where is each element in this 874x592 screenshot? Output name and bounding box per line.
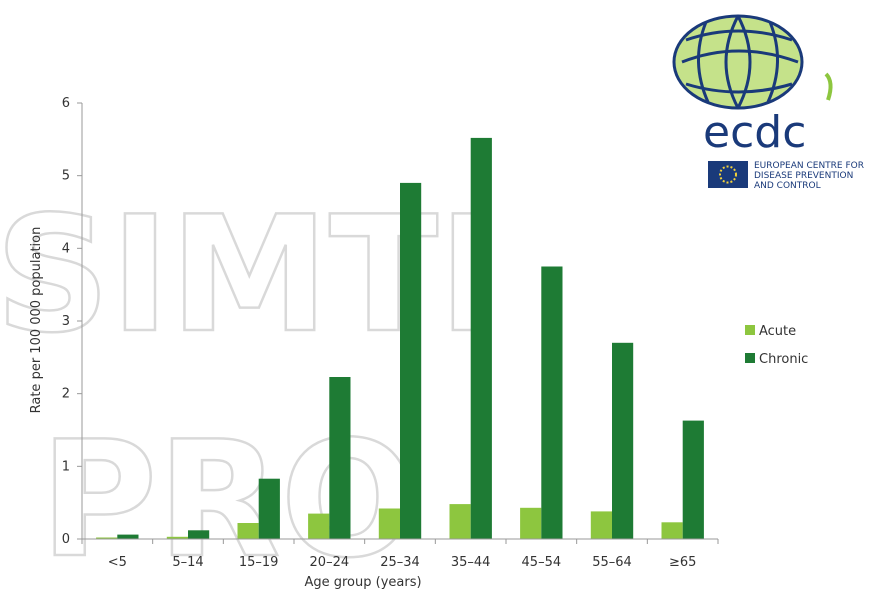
bar-chronic [541, 266, 563, 539]
y-tick-label: 2 [62, 387, 70, 402]
logo-text-line-1: EUROPEAN CENTRE FOR [754, 161, 864, 171]
legend: Acute Chronic [745, 324, 808, 367]
x-tick-label: 5–14 [172, 555, 203, 570]
bar-chronic [188, 530, 210, 539]
legend-swatch-chronic [745, 353, 755, 363]
bar-chronic [117, 534, 139, 539]
eu-flag-icon [708, 161, 748, 188]
x-tick-label: 45–54 [522, 555, 562, 570]
bars [96, 137, 704, 539]
y-axis: 0 1 2 3 4 5 6 [62, 96, 83, 547]
bar-acute [237, 523, 259, 539]
x-tick-label: 35–44 [451, 555, 491, 570]
y-tick-label: 1 [62, 459, 70, 474]
bar-acute [378, 508, 400, 539]
x-tick-label: 15–19 [239, 555, 279, 570]
bar-acute [520, 507, 542, 539]
watermark-line-1: SIMTI [0, 181, 498, 368]
logo-swirl [824, 72, 833, 101]
logo-wordmark: ecdc [703, 107, 806, 158]
bar-chronic [470, 137, 492, 539]
bar-acute [166, 536, 188, 539]
bar-chronic [258, 478, 280, 539]
y-tick-label: 0 [62, 532, 70, 547]
y-tick-label: 5 [62, 169, 70, 184]
y-tick-label: 6 [62, 96, 70, 111]
legend-label-chronic: Chronic [759, 352, 808, 367]
bar-acute [661, 522, 683, 539]
ecdc-logo: ecdc EUROPEAN CENTRE FOR DISEASE PREVENT… [672, 14, 864, 191]
x-tick-label: <5 [108, 555, 127, 570]
x-tick-label: ≥65 [669, 555, 696, 570]
logo-text-line-3: AND CONTROL [754, 181, 821, 191]
bar-acute [449, 504, 471, 539]
bar-chronic [682, 420, 704, 539]
bar-chronic [329, 377, 351, 539]
x-axis: <5 5–14 15–19 20–24 25–34 35–44 45–54 55–64 ≥65 [81, 538, 719, 570]
bar-acute [308, 513, 330, 539]
x-tick-label: 25–34 [380, 555, 420, 570]
bar-acute [96, 537, 118, 539]
bar-acute [590, 511, 612, 539]
bar-chronic [400, 182, 422, 539]
y-tick-label: 3 [62, 314, 70, 329]
y-axis-title: Rate per 100 000 population [29, 227, 44, 414]
x-axis-title: Age group (years) [304, 575, 421, 590]
x-tick-label: 55–64 [592, 555, 632, 570]
globe-icon [672, 14, 804, 110]
bar-chronic [612, 342, 634, 539]
legend-swatch-acute [745, 325, 755, 335]
watermark-line-2: PRO [40, 406, 416, 592]
logo-text-line-2: DISEASE PREVENTION [754, 171, 853, 181]
x-tick-label: 20–24 [310, 555, 350, 570]
y-tick-label: 4 [62, 241, 70, 256]
legend-label-acute: Acute [759, 324, 796, 339]
eu-stars-icon [719, 165, 737, 184]
